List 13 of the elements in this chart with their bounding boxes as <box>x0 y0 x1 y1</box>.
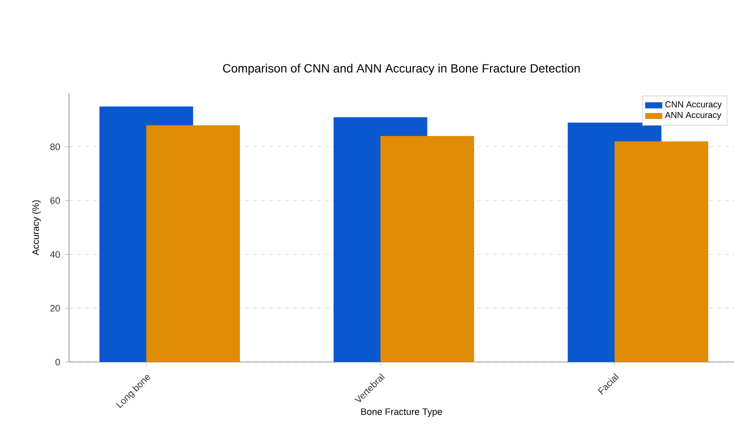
y-tick-label: 80 <box>50 144 60 150</box>
x-axis-title: Bone Fracture Type <box>361 408 442 417</box>
y-tick-label: 60 <box>50 197 60 204</box>
bar <box>614 141 708 362</box>
y-tick-label: 0 <box>55 358 60 366</box>
y-tick-label: 20 <box>50 304 60 312</box>
legend-label: CNN Accuracy <box>665 101 722 110</box>
bar <box>380 136 474 362</box>
bar <box>146 125 240 362</box>
y-axis-title: Accuracy (%) <box>32 200 41 256</box>
chart-title: Comparison of CNN and ANN Accuracy in Bone Fracture Detection <box>223 64 580 75</box>
y-tick-label: 40 <box>50 251 60 258</box>
legend-label: ANN Accuracy <box>664 112 722 120</box>
